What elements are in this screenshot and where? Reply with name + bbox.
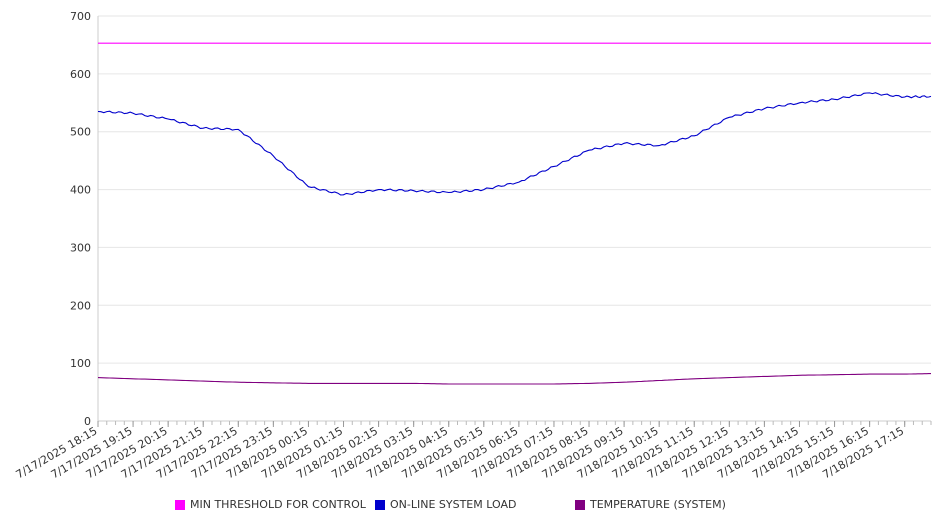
legend-swatch-load <box>375 499 385 510</box>
series-line-temperature <box>97 373 931 385</box>
y-tick-label: 400 <box>70 184 91 197</box>
y-tick-label: 0 <box>84 415 91 428</box>
chart: 0 100 200 300 400 500 600 700 7/17/2025 18:157/… <box>14 10 932 481</box>
legend-item-threshold: MIN THRESHOLD FOR CONTROL <box>175 498 366 511</box>
x-axis: 7/17/2025 18:157/17/2025 19:157/17/2025 … <box>14 16 932 481</box>
y-tick-label: 500 <box>70 126 91 139</box>
legend-item-load: ON-LINE SYSTEM LOAD <box>375 498 516 511</box>
legend-item-temperature: TEMPERATURE (SYSTEM) <box>575 498 726 511</box>
y-tick-label: 600 <box>70 68 91 81</box>
series-line-load <box>97 92 932 196</box>
legend: MIN THRESHOLD FOR CONTROL ON-LINE SYSTEM… <box>0 498 946 514</box>
legend-swatch-threshold <box>175 499 185 510</box>
y-tick-label: 700 <box>70 10 91 23</box>
y-tick-label: 200 <box>70 299 91 312</box>
y-tick-label: 100 <box>70 357 91 370</box>
series-lines <box>97 42 932 385</box>
gridlines <box>98 15 931 422</box>
y-tick-label: 300 <box>70 241 91 254</box>
legend-label-temperature: TEMPERATURE (SYSTEM) <box>590 498 726 511</box>
y-axis: 0 100 200 300 400 500 600 700 <box>70 10 91 428</box>
legend-label-threshold: MIN THRESHOLD FOR CONTROL <box>190 498 366 511</box>
legend-label-load: ON-LINE SYSTEM LOAD <box>390 498 517 511</box>
legend-swatch-temperature <box>575 499 585 510</box>
